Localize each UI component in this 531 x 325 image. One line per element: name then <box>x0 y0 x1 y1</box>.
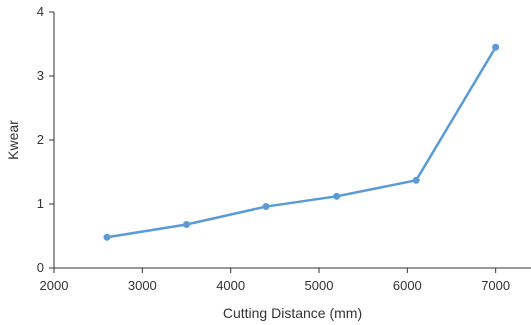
data-point <box>492 43 500 51</box>
x-tick-label: 2000 <box>40 278 69 293</box>
x-axis-title: Cutting Distance (mm) <box>223 305 362 321</box>
y-tick-label: 3 <box>37 68 44 83</box>
x-tick-label: 6000 <box>393 278 422 293</box>
series-layer <box>103 43 500 241</box>
y-tick-label: 0 <box>37 260 44 275</box>
y-tick-label: 2 <box>37 132 44 147</box>
data-point <box>333 192 341 200</box>
x-tick-label: 5000 <box>305 278 334 293</box>
y-tick-label: 4 <box>37 4 44 19</box>
data-point <box>412 176 420 184</box>
x-tick-label: 4000 <box>216 278 245 293</box>
data-point <box>262 203 270 211</box>
y-axis-title: Kwear <box>5 120 21 160</box>
chart-axes <box>53 12 531 269</box>
data-point <box>183 220 190 228</box>
x-tick-label: 3000 <box>128 278 157 293</box>
data-point <box>103 233 111 241</box>
y-tick-label: 1 <box>37 196 44 211</box>
x-ticks: 2000 3000 4000 5000 6000 7000 <box>40 268 510 293</box>
x-tick-label: 7000 <box>481 278 510 293</box>
series-line <box>106 46 497 239</box>
y-ticks: 0 1 2 3 4 <box>37 4 54 275</box>
